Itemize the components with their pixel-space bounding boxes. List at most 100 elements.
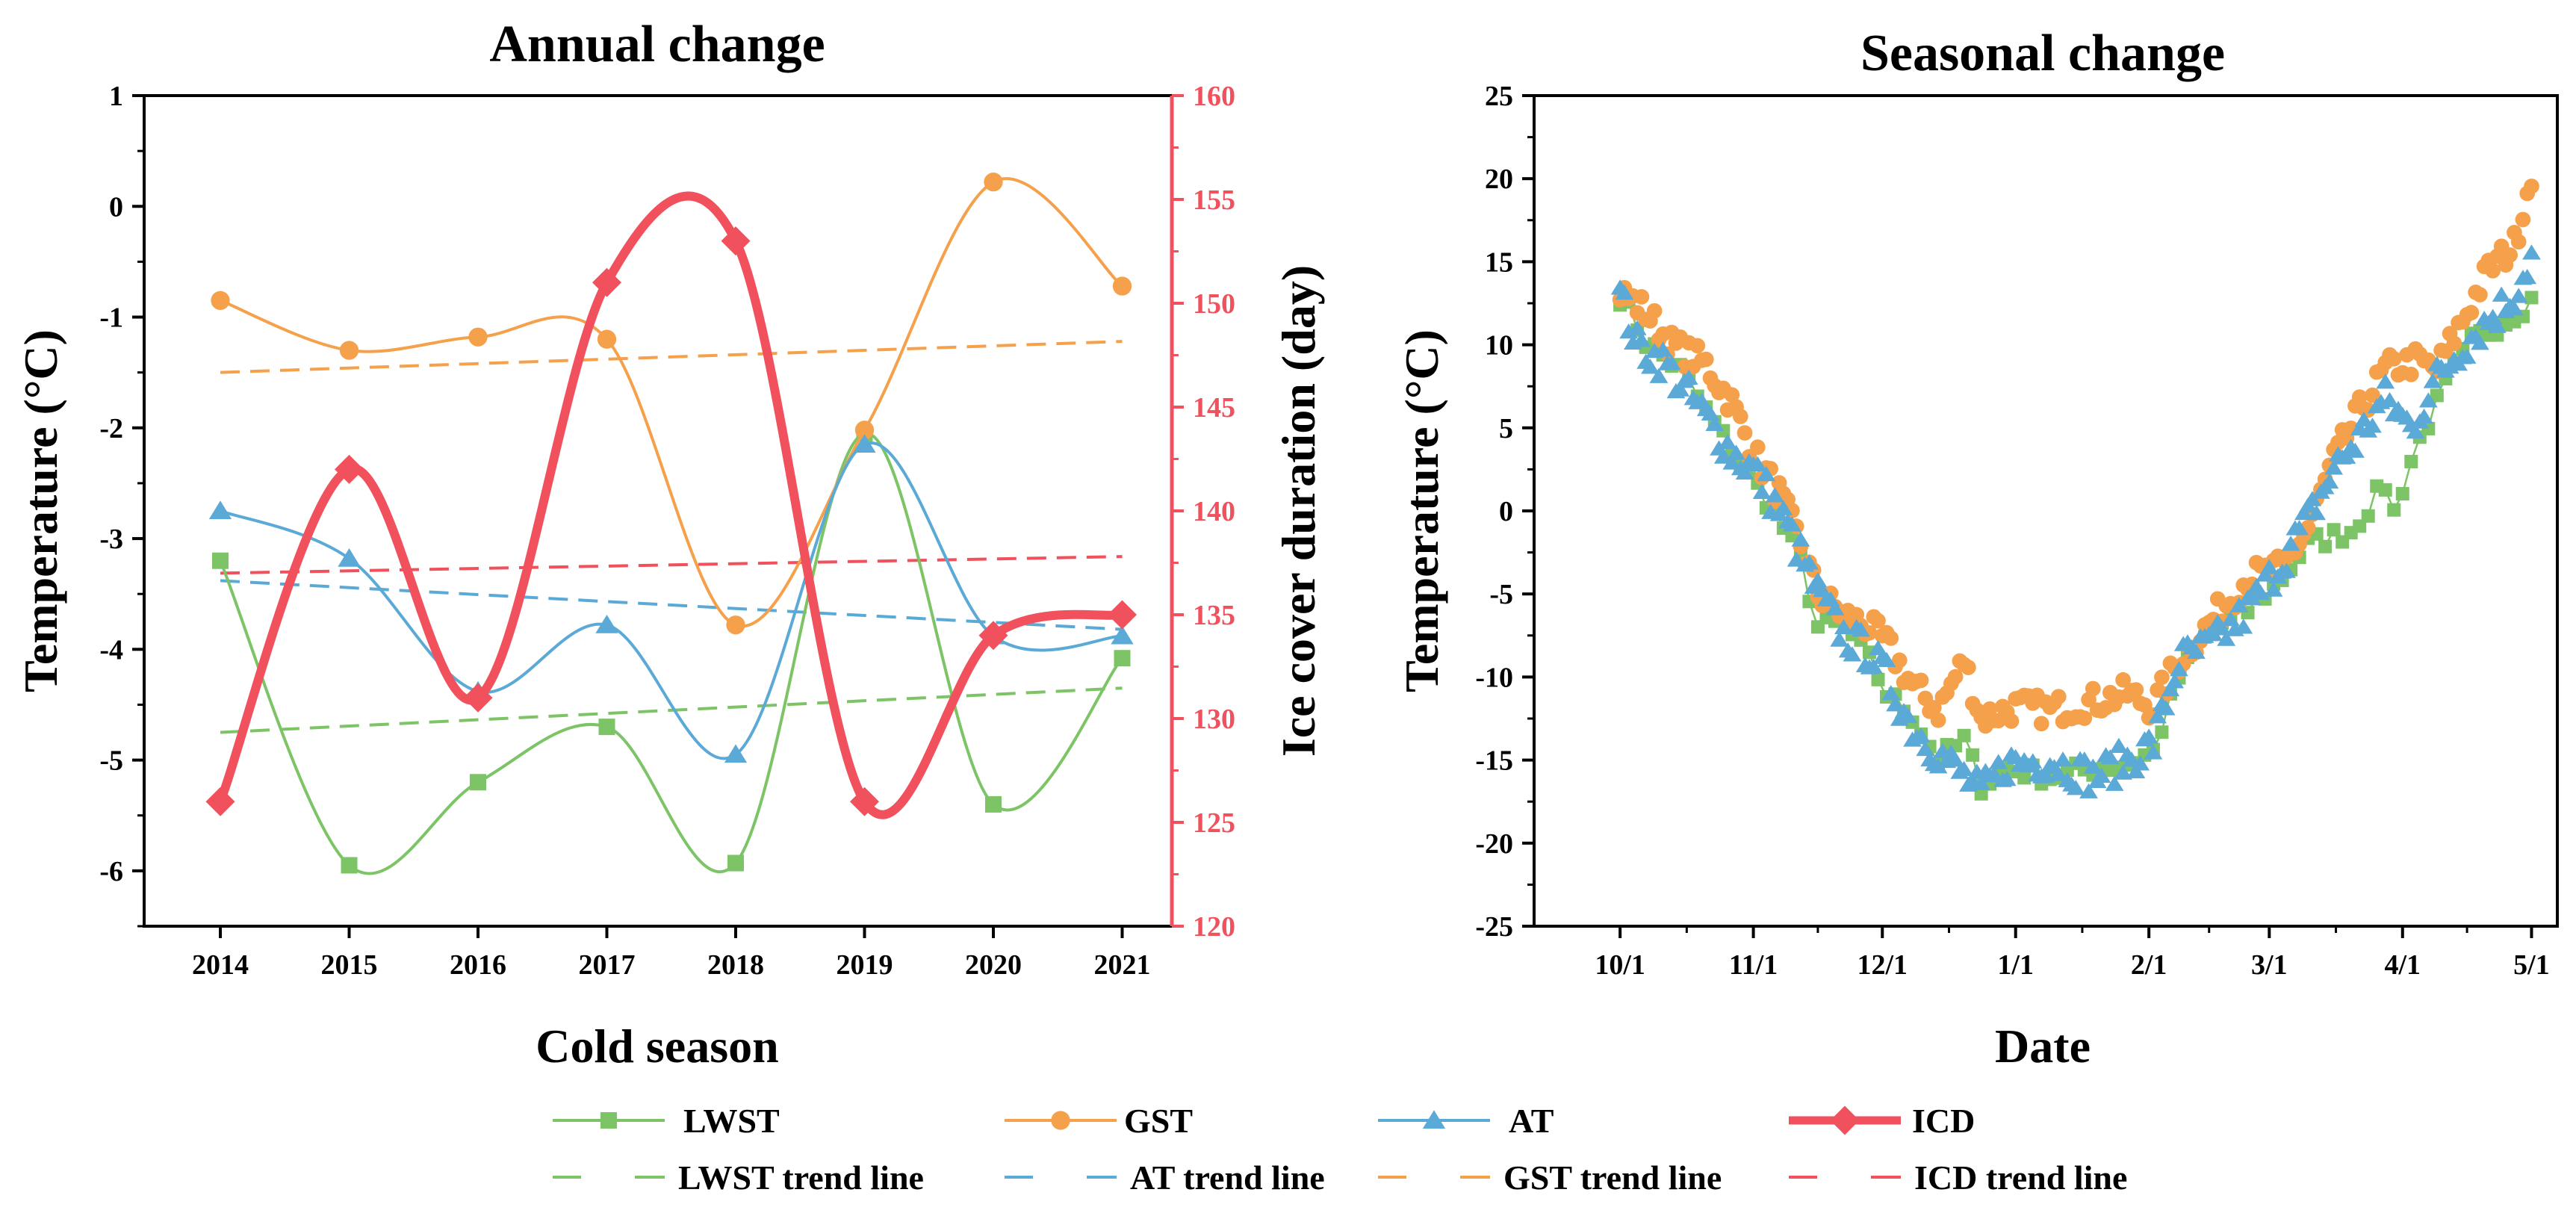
seasonal-data-point [1705, 415, 1725, 432]
left-y-tick-label: -4 [99, 634, 123, 666]
seasonal-change-chart: Seasonal change 25 20 15 10 5 0 -5 -10 -15 -20 -25… [1395, 25, 2559, 1073]
legend-label: GST [1124, 1102, 1193, 1140]
legend-marker [600, 1112, 617, 1129]
seasonal-data-point [2515, 211, 2531, 228]
data-point [595, 614, 618, 633]
left-y-tick-label: -2 [99, 413, 123, 444]
seasonal-data-point [2290, 520, 2309, 536]
seasonal-plot-frame [1533, 94, 2559, 928]
seasonal-data-point [1774, 500, 1793, 515]
seasonal-data-point [2139, 728, 2158, 744]
seasonal-data-point [1925, 700, 1942, 716]
seasonal-data-point [2320, 473, 2339, 489]
seasonal-data-point [2488, 317, 2507, 333]
data-point [850, 787, 879, 816]
seasonal-data-point [2502, 247, 2518, 263]
data-point [212, 552, 229, 569]
data-point [721, 226, 751, 256]
seasonal-data-point [2114, 764, 2132, 780]
left-y-tick-label: -1 [99, 303, 123, 334]
seasonal-y-tick-label: 25 [1485, 81, 1513, 112]
left-y-tick-label: 1 [109, 81, 123, 112]
seasonal-data-point [2075, 751, 2094, 767]
seasonal-data-point [2404, 454, 2418, 468]
seasonal-data-point [2049, 766, 2068, 781]
seasonal-data-point [1961, 660, 1976, 675]
seasonal-y-tick-label: 5 [1499, 413, 1513, 444]
seasonal-data-point [1757, 465, 1776, 482]
left-y-ticks: 1 0 -1 -2 -3 -4 -5 -6 [99, 81, 144, 928]
data-point [854, 421, 875, 440]
series-line [220, 177, 1123, 628]
seasonal-data-point [1911, 727, 1931, 743]
seasonal-series [1610, 179, 2541, 801]
seasonal-data-point [2204, 625, 2223, 642]
seasonal-y-axis-title: Temperature (°C) [1395, 329, 1448, 692]
seasonal-data-point [2259, 559, 2279, 574]
seasonal-data-point [1765, 487, 1784, 503]
legend-label: LWST trend line [678, 1158, 924, 1197]
seasonal-data-point [2406, 423, 2425, 439]
seasonal-y-tick-label: -15 [1475, 745, 1513, 777]
seasonal-data-point [2092, 767, 2111, 784]
seasonal-data-point [2318, 539, 2333, 553]
seasonal-data-point [2187, 643, 2206, 660]
seasonal-data-point [2307, 504, 2327, 521]
trend-line [220, 579, 1123, 631]
seasonal-data-point [2264, 581, 2283, 597]
seasonal-data-point [2380, 391, 2399, 408]
seasonal-data-point [1724, 387, 1740, 403]
seasonal-data-point [1748, 456, 1767, 471]
annual-plot-frame [143, 94, 1173, 928]
seasonal-data-point [1632, 332, 1651, 347]
annual-series [205, 172, 1137, 875]
seasonal-data-point [1871, 672, 1885, 686]
seasonal-data-point [1727, 444, 1745, 460]
seasonal-data-point [2076, 710, 2093, 726]
data-point [978, 621, 1008, 651]
right-y-tick-label: 135 [1193, 600, 1235, 631]
seasonal-data-point [2053, 751, 2073, 767]
seasonal-change-title: Seasonal change [1860, 25, 2225, 82]
seasonal-data-point [2378, 483, 2392, 497]
data-point [1108, 600, 1137, 630]
left-y-tick-label: -5 [99, 745, 123, 777]
data-point [211, 291, 230, 310]
trend-line [220, 340, 1123, 374]
seasonal-data-point [1972, 775, 1991, 790]
seasonal-x-tick-label: 3/1 [2251, 949, 2288, 981]
seasonal-data-point [1852, 621, 1870, 637]
series-line [219, 432, 1124, 875]
seasonal-data-point [2066, 780, 2085, 795]
left-x-tick-label: 2018 [707, 949, 764, 981]
seasonal-data-point [2165, 673, 2185, 689]
seasonal-x-axis-title: Date [1995, 1020, 2091, 1073]
seasonal-data-point [2156, 700, 2176, 716]
legend-label: ICD trend line [1914, 1158, 2127, 1197]
seasonal-data-point [1735, 464, 1754, 480]
legend-label: AT [1509, 1102, 1554, 1140]
seasonal-data-point [2154, 669, 2170, 686]
seasonal-data-point [2050, 689, 2067, 705]
seasonal-data-point [1749, 439, 1766, 456]
seasonal-data-point [2337, 448, 2356, 464]
data-point [598, 719, 615, 736]
seasonal-data-point [2395, 487, 2409, 501]
seasonal-data-point [2079, 783, 2098, 798]
seasonal-data-point [1649, 367, 1669, 383]
trend-line [220, 686, 1123, 734]
right-y-tick-label: 150 [1193, 288, 1235, 320]
seasonal-data-point [1946, 751, 1965, 767]
seasonal-data-point [1886, 696, 1905, 712]
seasonal-data-point [2415, 408, 2433, 424]
seasonal-data-point [1883, 630, 1899, 646]
seasonal-data-point [2324, 459, 2344, 475]
left-y-tick-label: 0 [109, 191, 123, 223]
seasonal-data-point [1737, 425, 1753, 441]
seasonal-data-point [2471, 335, 2489, 350]
annual-x-axis-title: Cold season [536, 1020, 778, 1073]
legend-label: GST trend line [1503, 1158, 1722, 1197]
series-line [220, 441, 1123, 760]
data-point [597, 329, 617, 349]
seasonal-data-point [1641, 359, 1660, 374]
